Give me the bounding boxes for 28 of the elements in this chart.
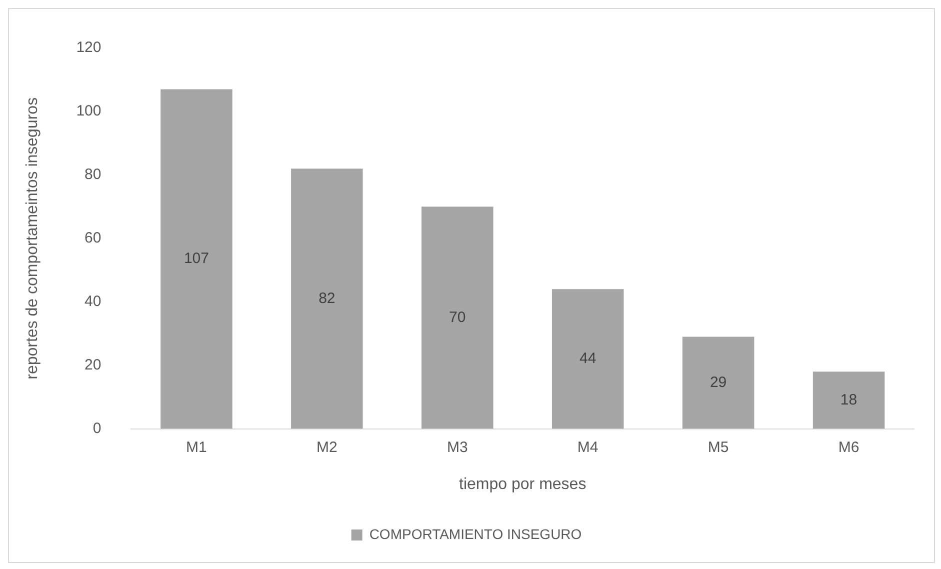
x-tick-label: M1 — [186, 438, 207, 456]
y-tick-label: 60 — [84, 230, 102, 247]
data-label: 70 — [449, 308, 466, 326]
data-label: 44 — [580, 350, 596, 368]
x-axis-title: tiempo por meses — [459, 476, 586, 493]
bar — [160, 89, 232, 429]
y-tick-label: 80 — [84, 166, 102, 184]
legend-label: COMPORTAMIENTO INSEGURO — [369, 526, 582, 542]
x-tick-label: M3 — [446, 438, 468, 456]
x-tick-label: M4 — [577, 438, 598, 456]
y-axis-title: reportes de comportameintos inseguros — [24, 97, 42, 380]
bar — [291, 168, 363, 429]
x-tick-label: M5 — [708, 438, 729, 456]
y-tick-label: 20 — [84, 356, 102, 374]
y-tick-label: 120 — [76, 39, 102, 56]
y-tick-label: 40 — [84, 293, 102, 310]
data-label: 107 — [184, 250, 209, 268]
bar — [682, 336, 754, 429]
y-tick-label: 100 — [76, 102, 102, 120]
data-label: 18 — [840, 391, 858, 408]
bar — [812, 372, 885, 429]
data-label: 82 — [318, 290, 336, 307]
data-label: 29 — [710, 374, 727, 391]
x-tick-label: M6 — [838, 438, 860, 456]
bar — [422, 206, 494, 429]
y-tick-label: 0 — [92, 420, 102, 437]
x-tick-label: M2 — [316, 438, 338, 456]
bar — [552, 289, 624, 429]
